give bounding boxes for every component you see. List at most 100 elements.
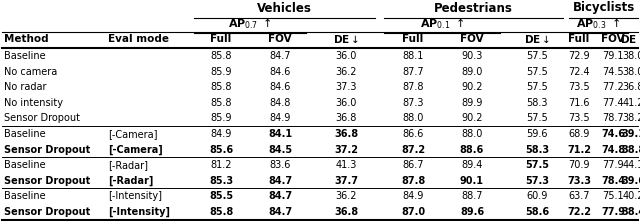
Text: 89.0: 89.0 [461, 67, 483, 77]
Text: 36.8: 36.8 [334, 129, 358, 139]
Text: 72.9: 72.9 [568, 51, 590, 61]
Text: 57.5: 57.5 [525, 160, 549, 170]
Text: 57.5: 57.5 [526, 67, 548, 77]
Text: $\mathbf{AP}_{0.7}$ $\uparrow$: $\mathbf{AP}_{0.7}$ $\uparrow$ [228, 16, 272, 31]
Text: 84.7: 84.7 [269, 51, 291, 61]
Text: FOV: FOV [601, 34, 625, 44]
Text: 87.2: 87.2 [401, 145, 425, 154]
Text: 59.6: 59.6 [526, 129, 548, 139]
Text: 38.2: 38.2 [622, 113, 640, 124]
Text: 84.9: 84.9 [403, 191, 424, 201]
Text: 83.6: 83.6 [269, 160, 291, 170]
Text: 88.0: 88.0 [403, 113, 424, 124]
Text: 90.1: 90.1 [460, 176, 484, 186]
Text: 44.1: 44.1 [622, 160, 640, 170]
Text: 90.3: 90.3 [461, 51, 483, 61]
Text: 81.2: 81.2 [211, 160, 232, 170]
Text: 84.8: 84.8 [269, 98, 291, 108]
Text: 85.8: 85.8 [211, 98, 232, 108]
Text: Bicyclists: Bicyclists [572, 2, 635, 15]
Text: 73.5: 73.5 [568, 113, 590, 124]
Text: 38.0: 38.0 [622, 67, 640, 77]
Text: [-Intensity]: [-Intensity] [108, 207, 170, 217]
Text: 89.4: 89.4 [461, 160, 483, 170]
Text: 60.9: 60.9 [526, 191, 548, 201]
Text: 36.8: 36.8 [335, 113, 356, 124]
Text: 72.4: 72.4 [568, 67, 590, 77]
Text: 38.4: 38.4 [621, 207, 640, 217]
Text: 36.2: 36.2 [335, 67, 356, 77]
Text: 84.7: 84.7 [268, 207, 292, 217]
Text: 87.0: 87.0 [401, 207, 425, 217]
Text: 38.8: 38.8 [621, 145, 640, 154]
Text: 86.6: 86.6 [403, 129, 424, 139]
Text: 77.4: 77.4 [602, 98, 624, 108]
Text: 85.3: 85.3 [209, 176, 233, 186]
Text: 41.3: 41.3 [335, 160, 356, 170]
Text: Baseline: Baseline [4, 129, 45, 139]
Text: 77.2: 77.2 [602, 82, 624, 92]
Text: Baseline: Baseline [4, 191, 45, 201]
Text: 41.2: 41.2 [622, 98, 640, 108]
Text: 37.3: 37.3 [335, 82, 356, 92]
Text: 88.0: 88.0 [461, 129, 483, 139]
Text: 85.9: 85.9 [211, 113, 232, 124]
Text: Baseline: Baseline [4, 160, 45, 170]
Text: 39.6: 39.6 [621, 176, 640, 186]
Text: 90.2: 90.2 [461, 113, 483, 124]
Text: 78.7: 78.7 [602, 113, 624, 124]
Text: 87.3: 87.3 [403, 98, 424, 108]
Text: 71.6: 71.6 [568, 98, 589, 108]
Text: 89.9: 89.9 [461, 98, 483, 108]
Text: 85.6: 85.6 [209, 145, 233, 154]
Text: DE$\downarrow$: DE$\downarrow$ [524, 33, 550, 44]
Text: 86.7: 86.7 [403, 160, 424, 170]
Text: $\mathbf{AP}_{0.3}$ $\uparrow$: $\mathbf{AP}_{0.3}$ $\uparrow$ [576, 16, 621, 31]
Text: 57.3: 57.3 [525, 176, 549, 186]
Text: Sensor Dropout: Sensor Dropout [4, 145, 90, 154]
Text: No radar: No radar [4, 82, 47, 92]
Text: FOV: FOV [460, 34, 484, 44]
Text: 84.6: 84.6 [269, 67, 291, 77]
Text: 73.5: 73.5 [568, 82, 590, 92]
Text: [-Camera]: [-Camera] [108, 144, 163, 155]
Text: 39.1: 39.1 [621, 129, 640, 139]
Text: 90.2: 90.2 [461, 82, 483, 92]
Text: 85.8: 85.8 [211, 51, 232, 61]
Text: 79.1: 79.1 [602, 51, 624, 61]
Text: [-Radar]: [-Radar] [108, 175, 154, 186]
Text: Sensor Dropout: Sensor Dropout [4, 176, 90, 186]
Text: 74.8: 74.8 [601, 145, 625, 154]
Text: No intensity: No intensity [4, 98, 63, 108]
Text: 63.7: 63.7 [568, 191, 589, 201]
Text: 84.5: 84.5 [268, 145, 292, 154]
Text: 88.7: 88.7 [461, 191, 483, 201]
Text: 57.5: 57.5 [526, 82, 548, 92]
Text: Baseline: Baseline [4, 51, 45, 61]
Text: 36.8: 36.8 [334, 207, 358, 217]
Text: 37.2: 37.2 [334, 145, 358, 154]
Text: 57.5: 57.5 [526, 51, 548, 61]
Text: 75.1: 75.1 [602, 191, 624, 201]
Text: 73.3: 73.3 [567, 176, 591, 186]
Text: 58.3: 58.3 [525, 145, 549, 154]
Text: Sensor Dropout: Sensor Dropout [4, 207, 90, 217]
Text: Full: Full [211, 34, 232, 44]
Text: 84.9: 84.9 [211, 129, 232, 139]
Text: Pedestrians: Pedestrians [434, 2, 513, 15]
Text: Sensor Dropout: Sensor Dropout [4, 113, 80, 124]
Text: 78.4: 78.4 [601, 176, 625, 186]
Text: 72.2: 72.2 [567, 207, 591, 217]
Text: 77.9: 77.9 [602, 160, 624, 170]
Text: 85.8: 85.8 [211, 82, 232, 92]
Text: [-Radar]: [-Radar] [108, 160, 148, 170]
Text: [-Intensity]: [-Intensity] [108, 191, 162, 201]
Text: 58.3: 58.3 [526, 98, 548, 108]
Text: 88.6: 88.6 [460, 145, 484, 154]
Text: 58.6: 58.6 [525, 207, 549, 217]
Text: 84.7: 84.7 [268, 176, 292, 186]
Text: FOV: FOV [268, 34, 292, 44]
Text: 84.1: 84.1 [268, 129, 292, 139]
Text: 68.9: 68.9 [568, 129, 589, 139]
Text: 71.2: 71.2 [567, 145, 591, 154]
